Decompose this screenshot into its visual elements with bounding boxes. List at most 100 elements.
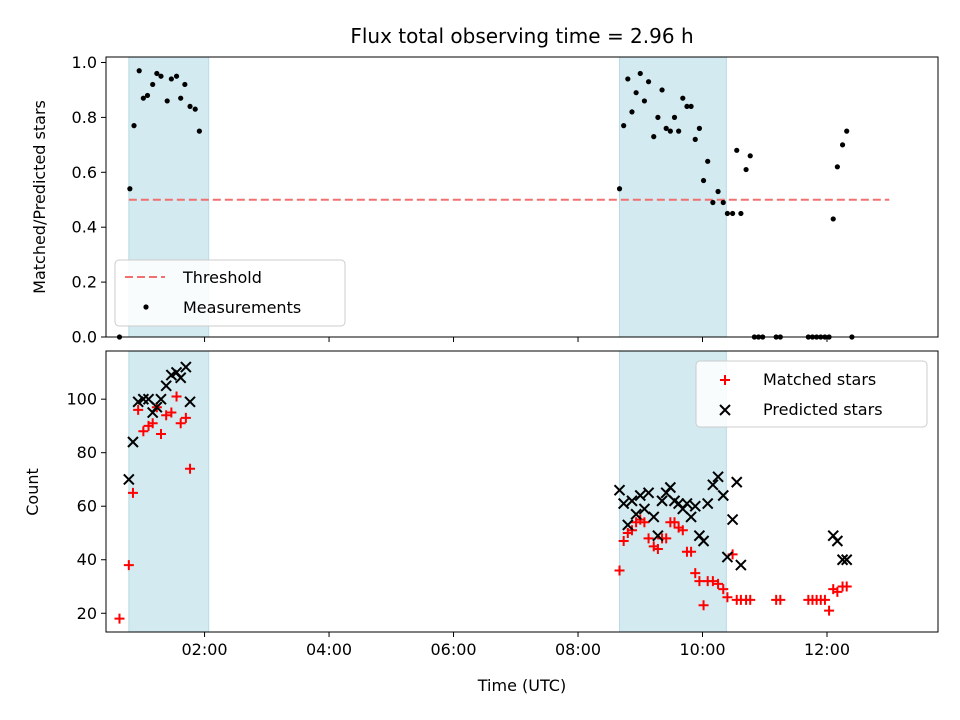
measurements-point xyxy=(738,210,744,217)
predicted-stars-point xyxy=(836,554,849,566)
bottom-y-ticks: 20 40 60 80 100 xyxy=(66,390,106,623)
matched-stars-point xyxy=(718,584,729,595)
y-tick-label: 0.2 xyxy=(72,273,97,292)
measurements-point xyxy=(192,106,198,112)
top-y-ticks: 0.0 0.2 0.4 0.6 0.8 1.0 xyxy=(72,53,106,347)
bottom-axes-frame xyxy=(105,350,939,633)
legend-predicted-label: Predicted stars xyxy=(763,400,883,419)
measurements-point xyxy=(164,98,170,104)
shaded-span-1 xyxy=(128,350,210,633)
matched-stars-point xyxy=(180,412,191,423)
bottom-y-axis-title: Count xyxy=(23,468,42,516)
matched-stars-point xyxy=(643,533,654,544)
measurements-point xyxy=(667,128,673,134)
legend-box xyxy=(114,259,346,327)
measurements-point xyxy=(140,95,146,101)
measurements-point xyxy=(655,114,661,120)
chart-title: Flux total observing time = 2.96 h xyxy=(350,24,693,48)
measurements-point xyxy=(637,70,643,77)
matched-stars-point xyxy=(138,426,149,437)
predicted-stars-point xyxy=(717,489,729,502)
measurements-point xyxy=(616,186,623,192)
predicted-stars-point xyxy=(626,495,638,507)
measurements-point xyxy=(688,103,694,110)
measurements-point xyxy=(625,76,631,82)
measurements-point xyxy=(158,73,164,79)
predicted-stars-point xyxy=(160,380,172,392)
predicted-stars-point xyxy=(689,500,701,512)
y-tick-label: 40 xyxy=(77,550,97,569)
predicted-stars-point xyxy=(701,497,714,510)
matched-stars-point xyxy=(155,428,166,439)
measurements-point xyxy=(724,210,731,217)
measurements-point xyxy=(182,81,188,88)
measurements-point xyxy=(168,76,174,82)
y-tick-label: 60 xyxy=(77,497,97,516)
count-points xyxy=(114,361,853,624)
measurements-point xyxy=(633,90,639,96)
y-tick-label: 0.6 xyxy=(72,163,97,182)
matched-stars-point xyxy=(171,391,182,402)
measurements-point xyxy=(127,186,133,192)
measurements-point xyxy=(659,87,665,93)
measurements-point xyxy=(154,70,160,77)
predicted-stars-point xyxy=(726,513,739,526)
legend-threshold-label: Threshold xyxy=(182,268,262,287)
matched-stars-point xyxy=(618,536,629,547)
matched-stars-point xyxy=(686,546,697,557)
matched-stars-point xyxy=(824,605,835,616)
x-tick-label: 08:00 xyxy=(555,640,601,659)
predicted-stars-point xyxy=(648,511,660,523)
matched-stars-point xyxy=(832,586,843,597)
matched-stars-point xyxy=(114,613,125,624)
x-tick-label: 10:00 xyxy=(679,640,725,659)
top-axes-frame xyxy=(105,56,939,338)
x-tick-label: 04:00 xyxy=(306,640,352,659)
predicted-stars-point xyxy=(841,554,853,566)
predicted-stars-point xyxy=(642,487,655,499)
matched-stars-point xyxy=(166,407,177,418)
predicted-stars-point xyxy=(638,503,651,515)
measurements-point xyxy=(705,158,711,164)
measurements-point xyxy=(645,79,652,85)
predicted-stars-point xyxy=(123,473,135,486)
bottom-x-ticks: 02:00 04:00 06:00 08:00 10:00 12:00 xyxy=(181,632,850,659)
top-x-ticks xyxy=(204,337,828,342)
matched-stars-point xyxy=(652,544,663,555)
y-tick-label: 0.8 xyxy=(72,108,97,127)
legend-measurements-swatch xyxy=(143,304,149,310)
measurements-point xyxy=(729,210,736,217)
y-tick-label: 0.0 xyxy=(72,328,97,347)
shaded-span-2 xyxy=(619,56,727,338)
matched-stars-point xyxy=(123,560,134,571)
predicted-stars-point xyxy=(731,476,743,488)
predicted-stars-point xyxy=(664,481,677,494)
predicted-stars-point xyxy=(707,479,719,491)
measurements-point xyxy=(131,123,137,129)
predicted-stars-point xyxy=(174,372,187,384)
matched-stars-point xyxy=(175,418,186,429)
matched-stars-point xyxy=(133,404,144,415)
x-tick-label: 06:00 xyxy=(430,640,476,659)
top-y-axis-title: Matched/Predicted stars xyxy=(30,100,49,294)
y-tick-label: 20 xyxy=(77,604,97,623)
legend-matched-label: Matched stars xyxy=(763,370,876,389)
x-tick-label: 02:00 xyxy=(181,640,227,659)
measurements-point xyxy=(629,109,635,115)
legend-predicted-swatch xyxy=(719,404,731,416)
x-axis-title: Time (UTC) xyxy=(477,676,566,695)
measurements-point xyxy=(144,92,151,99)
matched-stars-point xyxy=(722,592,733,603)
count-panel: 20 40 60 80 100 02:00 04:00 06:00 08:00 10:00 12:… xyxy=(23,350,939,695)
measurement-points xyxy=(116,68,855,340)
ratio-panel: 0.0 0.2 0.4 0.6 0.8 1.0 Matched/Predicted sta… xyxy=(30,53,939,347)
predicted-stars-point xyxy=(681,497,693,510)
matched-stars-point xyxy=(677,525,688,536)
matched-stars-point xyxy=(698,600,709,611)
predicted-stars-point xyxy=(127,436,139,448)
matched-stars-point xyxy=(185,463,196,474)
y-tick-label: 100 xyxy=(66,390,97,409)
matched-stars-point xyxy=(127,487,138,498)
predicted-stars-point xyxy=(622,519,634,531)
matched-stars-point xyxy=(147,418,158,429)
